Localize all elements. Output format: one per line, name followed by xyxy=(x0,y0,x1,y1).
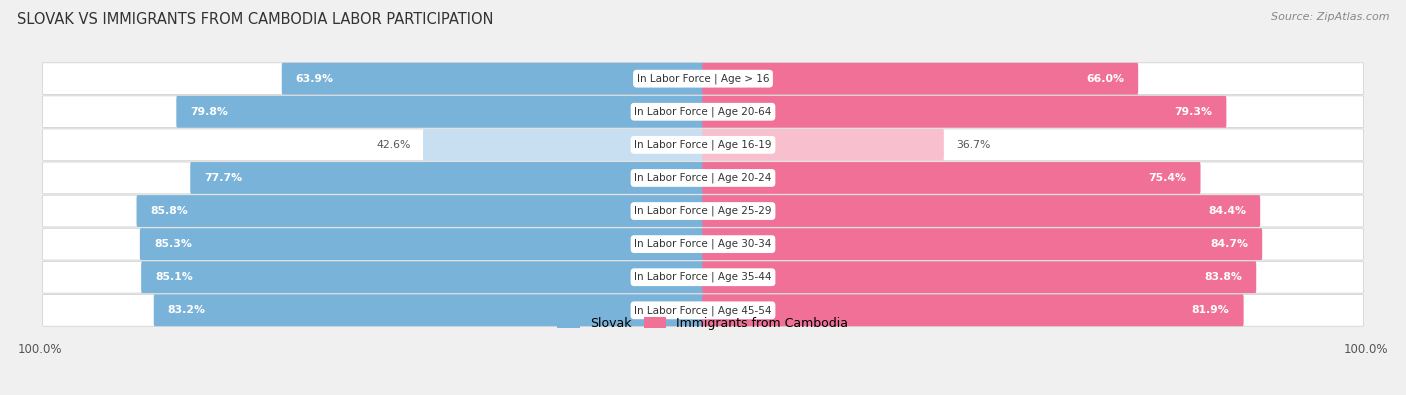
Text: 79.8%: 79.8% xyxy=(190,107,228,117)
FancyBboxPatch shape xyxy=(702,129,943,161)
FancyBboxPatch shape xyxy=(702,228,1263,260)
Text: In Labor Force | Age 30-34: In Labor Force | Age 30-34 xyxy=(634,239,772,249)
FancyBboxPatch shape xyxy=(702,96,1226,128)
FancyBboxPatch shape xyxy=(702,162,1201,194)
FancyBboxPatch shape xyxy=(153,294,704,326)
Text: 79.3%: 79.3% xyxy=(1174,107,1212,117)
FancyBboxPatch shape xyxy=(42,63,1364,94)
Text: 66.0%: 66.0% xyxy=(1085,74,1125,84)
Text: 83.8%: 83.8% xyxy=(1205,272,1241,282)
Text: In Labor Force | Age > 16: In Labor Force | Age > 16 xyxy=(637,73,769,84)
Text: In Labor Force | Age 45-54: In Labor Force | Age 45-54 xyxy=(634,305,772,316)
FancyBboxPatch shape xyxy=(136,195,704,227)
FancyBboxPatch shape xyxy=(423,129,704,161)
FancyBboxPatch shape xyxy=(702,195,1260,227)
Legend: Slovak, Immigrants from Cambodia: Slovak, Immigrants from Cambodia xyxy=(553,312,853,335)
Text: In Labor Force | Age 25-29: In Labor Force | Age 25-29 xyxy=(634,206,772,216)
FancyBboxPatch shape xyxy=(42,129,1364,161)
FancyBboxPatch shape xyxy=(42,261,1364,293)
Text: 85.3%: 85.3% xyxy=(153,239,191,249)
FancyBboxPatch shape xyxy=(42,228,1364,260)
Text: In Labor Force | Age 20-24: In Labor Force | Age 20-24 xyxy=(634,173,772,183)
FancyBboxPatch shape xyxy=(141,261,704,293)
Text: 85.8%: 85.8% xyxy=(150,206,188,216)
Text: In Labor Force | Age 20-64: In Labor Force | Age 20-64 xyxy=(634,107,772,117)
FancyBboxPatch shape xyxy=(176,96,704,128)
FancyBboxPatch shape xyxy=(139,228,704,260)
Text: 63.9%: 63.9% xyxy=(295,74,333,84)
Text: 75.4%: 75.4% xyxy=(1149,173,1187,183)
Text: 81.9%: 81.9% xyxy=(1192,305,1230,315)
Text: In Labor Force | Age 35-44: In Labor Force | Age 35-44 xyxy=(634,272,772,282)
Text: 85.1%: 85.1% xyxy=(155,272,193,282)
FancyBboxPatch shape xyxy=(42,294,1364,326)
Text: 42.6%: 42.6% xyxy=(377,140,411,150)
Text: SLOVAK VS IMMIGRANTS FROM CAMBODIA LABOR PARTICIPATION: SLOVAK VS IMMIGRANTS FROM CAMBODIA LABOR… xyxy=(17,12,494,27)
FancyBboxPatch shape xyxy=(42,162,1364,194)
FancyBboxPatch shape xyxy=(42,96,1364,128)
Text: 77.7%: 77.7% xyxy=(204,173,242,183)
FancyBboxPatch shape xyxy=(281,63,704,94)
Text: 84.4%: 84.4% xyxy=(1208,206,1246,216)
Text: 36.7%: 36.7% xyxy=(956,140,991,150)
FancyBboxPatch shape xyxy=(190,162,704,194)
FancyBboxPatch shape xyxy=(702,261,1256,293)
FancyBboxPatch shape xyxy=(702,63,1139,94)
FancyBboxPatch shape xyxy=(702,294,1244,326)
Text: Source: ZipAtlas.com: Source: ZipAtlas.com xyxy=(1271,12,1389,22)
Text: 83.2%: 83.2% xyxy=(167,305,205,315)
Text: 84.7%: 84.7% xyxy=(1211,239,1249,249)
FancyBboxPatch shape xyxy=(42,195,1364,227)
Text: In Labor Force | Age 16-19: In Labor Force | Age 16-19 xyxy=(634,139,772,150)
